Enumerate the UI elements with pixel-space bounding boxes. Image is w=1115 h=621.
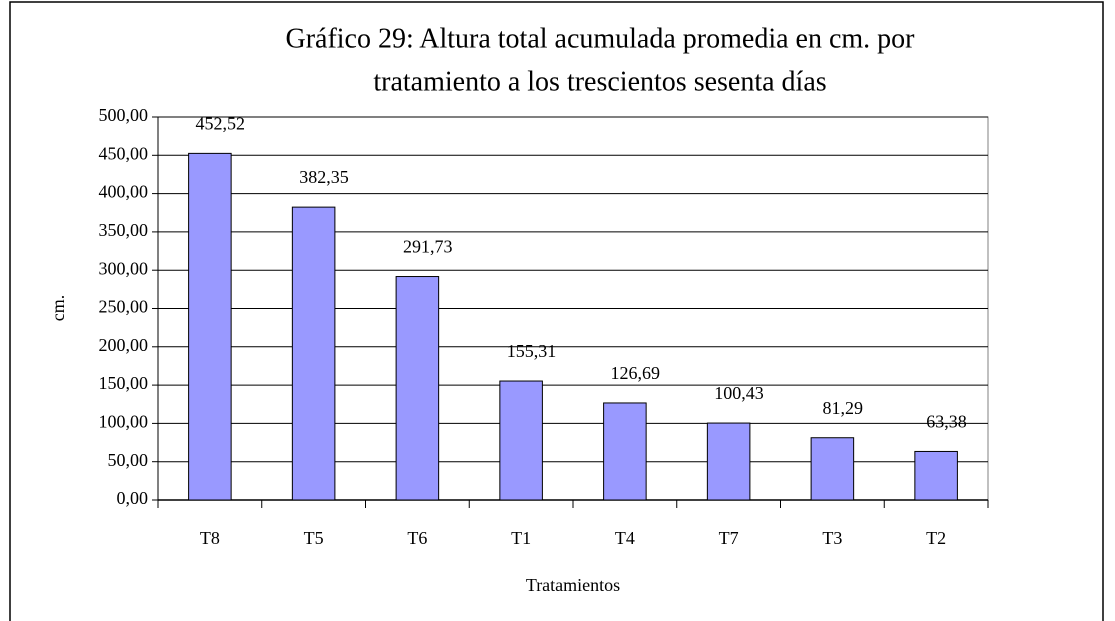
x-tick-label: T8	[200, 528, 220, 548]
bar	[499, 380, 543, 501]
bar	[291, 206, 336, 501]
value-label: 81,29	[823, 398, 864, 418]
y-tick-label: 300,00	[99, 258, 149, 278]
bar	[188, 152, 232, 501]
y-tick-label: 200,00	[99, 335, 149, 355]
y-axis-label: cm.	[48, 295, 68, 322]
y-tick-label: 100,00	[99, 412, 149, 432]
y-tick-label: 500,00	[99, 105, 149, 125]
y-tick-label: 400,00	[99, 182, 149, 202]
bar	[603, 402, 647, 501]
y-tick-label: 0,00	[117, 488, 149, 508]
x-tick-label: T6	[407, 528, 427, 548]
value-label: 452,52	[196, 113, 246, 133]
y-tick-label: 450,00	[99, 143, 149, 163]
y-tick-label: 150,00	[99, 373, 149, 393]
x-tick-label: T4	[615, 528, 635, 548]
x-tick-label: T1	[511, 528, 531, 548]
bar	[706, 422, 751, 501]
x-tick-label: T2	[926, 528, 946, 548]
value-label: 100,43	[714, 383, 764, 403]
y-tick-label: 350,00	[99, 220, 149, 240]
chart-title: tratamiento a los trescientos sesenta dí…	[373, 66, 826, 97]
value-label: 382,35	[299, 167, 349, 187]
x-tick-label: T5	[304, 528, 324, 548]
value-label: 155,31	[507, 341, 557, 361]
value-label: 126,69	[611, 363, 661, 383]
value-label: 291,73	[403, 237, 453, 257]
chart-frame	[9, 1, 1104, 621]
value-label: 63,38	[926, 412, 967, 432]
x-tick-label: T7	[719, 528, 739, 548]
bar	[810, 437, 855, 501]
x-axis-label: Tratamientos	[526, 575, 620, 595]
x-tick-label: T3	[822, 528, 842, 548]
chart-title: Gráfico 29: Altura total acumulada prome…	[285, 23, 915, 54]
bar	[914, 450, 958, 501]
y-tick-label: 50,00	[108, 450, 149, 470]
bar	[395, 276, 440, 501]
y-tick-label: 250,00	[99, 297, 149, 317]
